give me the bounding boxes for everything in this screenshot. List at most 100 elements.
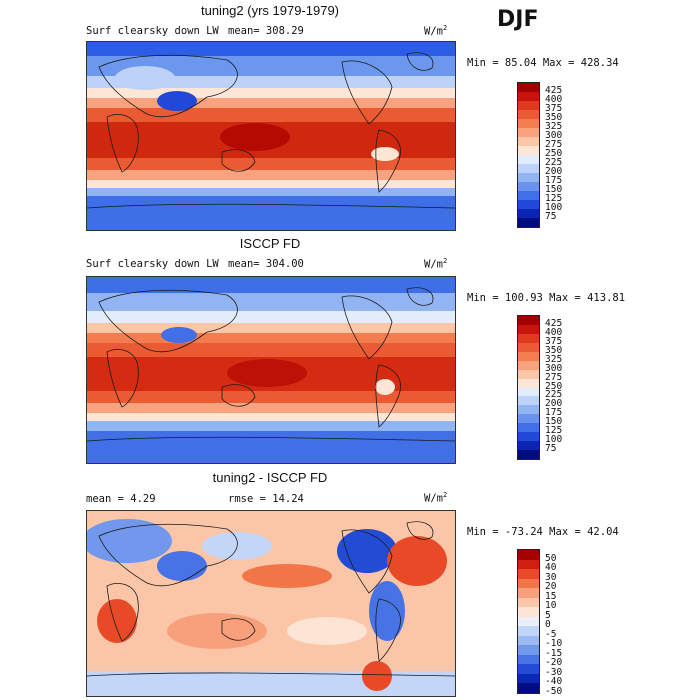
- colorbar-label: 200: [545, 398, 563, 410]
- colorbar-swatch: [518, 432, 539, 442]
- colorbar-swatch: [518, 396, 539, 406]
- season-label: DJF: [497, 7, 539, 32]
- panel2-colorbar: [517, 315, 540, 460]
- colorbar-label: 175: [545, 175, 563, 186]
- colorbar-swatch: [518, 664, 539, 674]
- colorbar-swatch: [518, 360, 539, 370]
- colorbar-swatch: [518, 173, 539, 182]
- panel1-mean: mean= 308.29: [228, 25, 304, 37]
- colorbar-swatch: [518, 616, 539, 627]
- colorbar-swatch: [518, 324, 539, 334]
- colorbar-swatch: [518, 110, 539, 119]
- colorbar-swatch: [518, 423, 539, 433]
- colorbar-label: 150: [545, 184, 563, 195]
- colorbar-swatch: [518, 578, 539, 589]
- colorbar-label: 75: [545, 211, 557, 222]
- colorbar-swatch: [518, 101, 539, 110]
- colorbar-label: 275: [545, 371, 563, 383]
- colorbar-swatch: [518, 387, 539, 397]
- colorbar-label: 300: [545, 362, 563, 374]
- colorbar-swatch: [518, 588, 539, 598]
- panel1-title: tuning2 (yrs 1979-1979): [200, 3, 340, 18]
- panel1-min-max: Min = 85.04 Max = 428.34: [467, 57, 619, 69]
- panel1-colorbar: [517, 82, 540, 228]
- colorbar-label: 75: [545, 443, 557, 455]
- panel2-title: ISCCP FD: [239, 236, 301, 251]
- colorbar-label: 40: [545, 562, 557, 574]
- colorbar-label: 425: [545, 317, 563, 329]
- panel2-min-max: Min = 100.93 Max = 413.81: [467, 292, 626, 304]
- colorbar-label: 300: [545, 130, 563, 141]
- colorbar-swatch: [518, 405, 539, 415]
- panel2-mean: mean= 304.00: [228, 258, 304, 270]
- colorbar-label: -5: [545, 628, 557, 640]
- colorbar-label: -15: [545, 647, 563, 659]
- colorbar-label: -20: [545, 657, 563, 669]
- colorbar-label: 175: [545, 407, 563, 419]
- colorbar-label: -30: [545, 666, 563, 678]
- colorbar-swatch: [518, 92, 539, 101]
- colorbar-swatch: [518, 450, 539, 459]
- colorbar-swatch: [518, 218, 539, 227]
- colorbar-label: -40: [545, 676, 563, 688]
- colorbar-label: 150: [545, 416, 563, 428]
- panel3-min-max: Min = -73.24 Max = 42.04: [467, 526, 619, 538]
- panel1-colorbar-labels: 425 400 375 350 325 300 275 250 225 200 175 150 125 1…: [545, 82, 585, 226]
- colorbar-label: 200: [545, 166, 563, 177]
- colorbar-label: 400: [545, 326, 563, 338]
- panel2-map: [86, 276, 456, 464]
- colorbar-swatch: [518, 626, 539, 636]
- colorbar-label: 325: [545, 121, 563, 132]
- colorbar-label: 100: [545, 434, 563, 446]
- colorbar-swatch: [518, 191, 539, 200]
- panel2-field-label: Surf clearsky down LW: [86, 258, 219, 270]
- colorbar-label: 0: [545, 619, 551, 631]
- panel1-units: W/m2: [424, 24, 448, 38]
- colorbar-swatch: [518, 550, 539, 560]
- colorbar-label: 15: [545, 590, 557, 602]
- colorbar-label: 20: [545, 581, 557, 593]
- colorbar-swatch: [518, 683, 539, 693]
- colorbar-label: 375: [545, 103, 563, 114]
- colorbar-swatch: [518, 200, 539, 209]
- colorbar-label: 30: [545, 571, 557, 583]
- colorbar-swatch: [518, 119, 539, 128]
- panel1-map: [86, 41, 456, 231]
- colorbar-label: 375: [545, 335, 563, 347]
- colorbar-swatch: [518, 597, 539, 608]
- panel3-colorbar-labels: 50 40 30 20 15 10 5 0 -5 -10 -15 -20 -30 -40 -50: [545, 549, 585, 697]
- colorbar-swatch: [518, 333, 539, 343]
- colorbar-label: 100: [545, 202, 563, 213]
- colorbar-label: 350: [545, 112, 563, 123]
- colorbar-swatch: [518, 654, 539, 665]
- panel3-title: tuning2 - ISCCP FD: [212, 470, 328, 485]
- colorbar-label: 275: [545, 139, 563, 150]
- colorbar-swatch: [518, 146, 539, 155]
- colorbar-label: 225: [545, 389, 563, 401]
- colorbar-swatch: [518, 369, 539, 379]
- colorbar-label: -50: [545, 686, 563, 697]
- colorbar-swatch: [518, 316, 539, 325]
- colorbar-swatch: [518, 137, 539, 146]
- colorbar-swatch: [518, 128, 539, 137]
- colorbar-label: 325: [545, 353, 563, 365]
- colorbar-label: 50: [545, 552, 557, 564]
- colorbar-label: 350: [545, 344, 563, 356]
- panel2-units: W/m2: [424, 257, 448, 271]
- panel1-field-label: Surf clearsky down LW: [86, 25, 219, 37]
- colorbar-swatch: [518, 673, 539, 684]
- colorbar-swatch: [518, 182, 539, 191]
- colorbar-swatch: [518, 414, 539, 424]
- colorbar-label: 250: [545, 380, 563, 392]
- panel3-mean: mean = 4.29: [86, 493, 156, 505]
- colorbar-swatch: [518, 164, 539, 173]
- colorbar-swatch: [518, 635, 539, 646]
- colorbar-label: 125: [545, 425, 563, 437]
- panel3-colorbar: [517, 549, 540, 694]
- panel2-colorbar-labels: 425 400 375 350 325 300 275 250 225 200 175 150 125 1…: [545, 315, 585, 458]
- colorbar-label: -10: [545, 638, 563, 650]
- colorbar-swatch: [518, 342, 539, 352]
- colorbar-label: 400: [545, 94, 563, 105]
- colorbar-label: 5: [545, 609, 551, 621]
- panel3-units: W/m2: [424, 491, 448, 505]
